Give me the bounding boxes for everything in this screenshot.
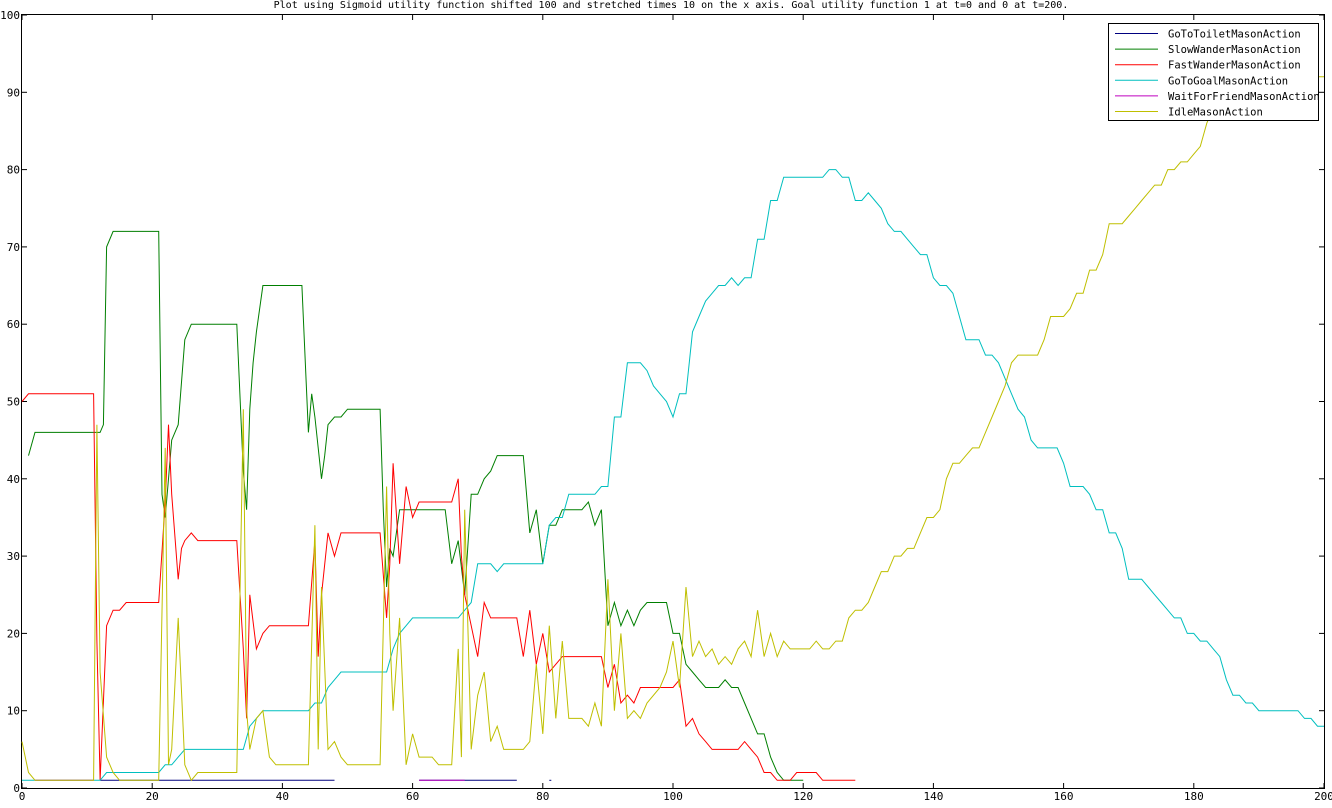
legend-label: WaitForFriendMasonAction [1168,91,1320,103]
x-tick-label: 0 [19,790,26,803]
legend-box [1108,23,1319,121]
y-tick-label: 40 [7,473,20,486]
legend-label: GoToGoalMasonAction [1168,75,1288,87]
x-tick-label: 40 [276,790,289,803]
chart-title: Plot using Sigmoid utility function shif… [274,0,1069,11]
legend-label: IdleMasonAction [1168,107,1263,119]
x-tick-label: 60 [406,790,419,803]
axis-ticks: 0 20 40 60 80 100 120 140 160 180 200 0 10 20 30 40 50 60… [0,9,1332,803]
y-tick-label: 10 [7,705,20,718]
y-tick-label: 90 [7,86,20,99]
legend-label: FastWanderMasonAction [1168,60,1301,72]
plot-frame [21,14,1325,789]
y-tick-label: 0 [13,782,20,795]
x-tick-label: 120 [793,790,813,803]
series-lines [21,76,1324,782]
x-tick-label: 100 [663,790,683,803]
y-tick-label: 70 [7,241,20,254]
series-line-fastwandermasonaction [21,393,856,781]
series-line-gotogoalmasonaction [22,169,1324,781]
y-tick-label: 30 [7,550,20,563]
y-tick-label: 60 [7,318,20,331]
legend-label: GoToToiletMasonAction [1168,29,1301,41]
series-line-idlemasonaction [21,76,1324,782]
y-tick-label: 50 [7,396,20,409]
legend: GoToToiletMasonAction SlowWanderMasonActi… [1108,23,1320,121]
series-line-slowwandermasonaction [28,230,804,781]
x-tick-label: 200 [1314,790,1332,803]
x-tick-label: 140 [923,790,943,803]
x-tick-label: 80 [536,790,549,803]
x-tick-label: 20 [146,790,159,803]
y-tick-label: 20 [7,627,20,640]
legend-label: SlowWanderMasonAction [1168,44,1301,56]
x-tick-label: 180 [1184,790,1204,803]
y-tick-label: 100 [0,9,20,22]
x-tick-label: 160 [1054,790,1074,803]
y-tick-label: 80 [7,164,20,177]
